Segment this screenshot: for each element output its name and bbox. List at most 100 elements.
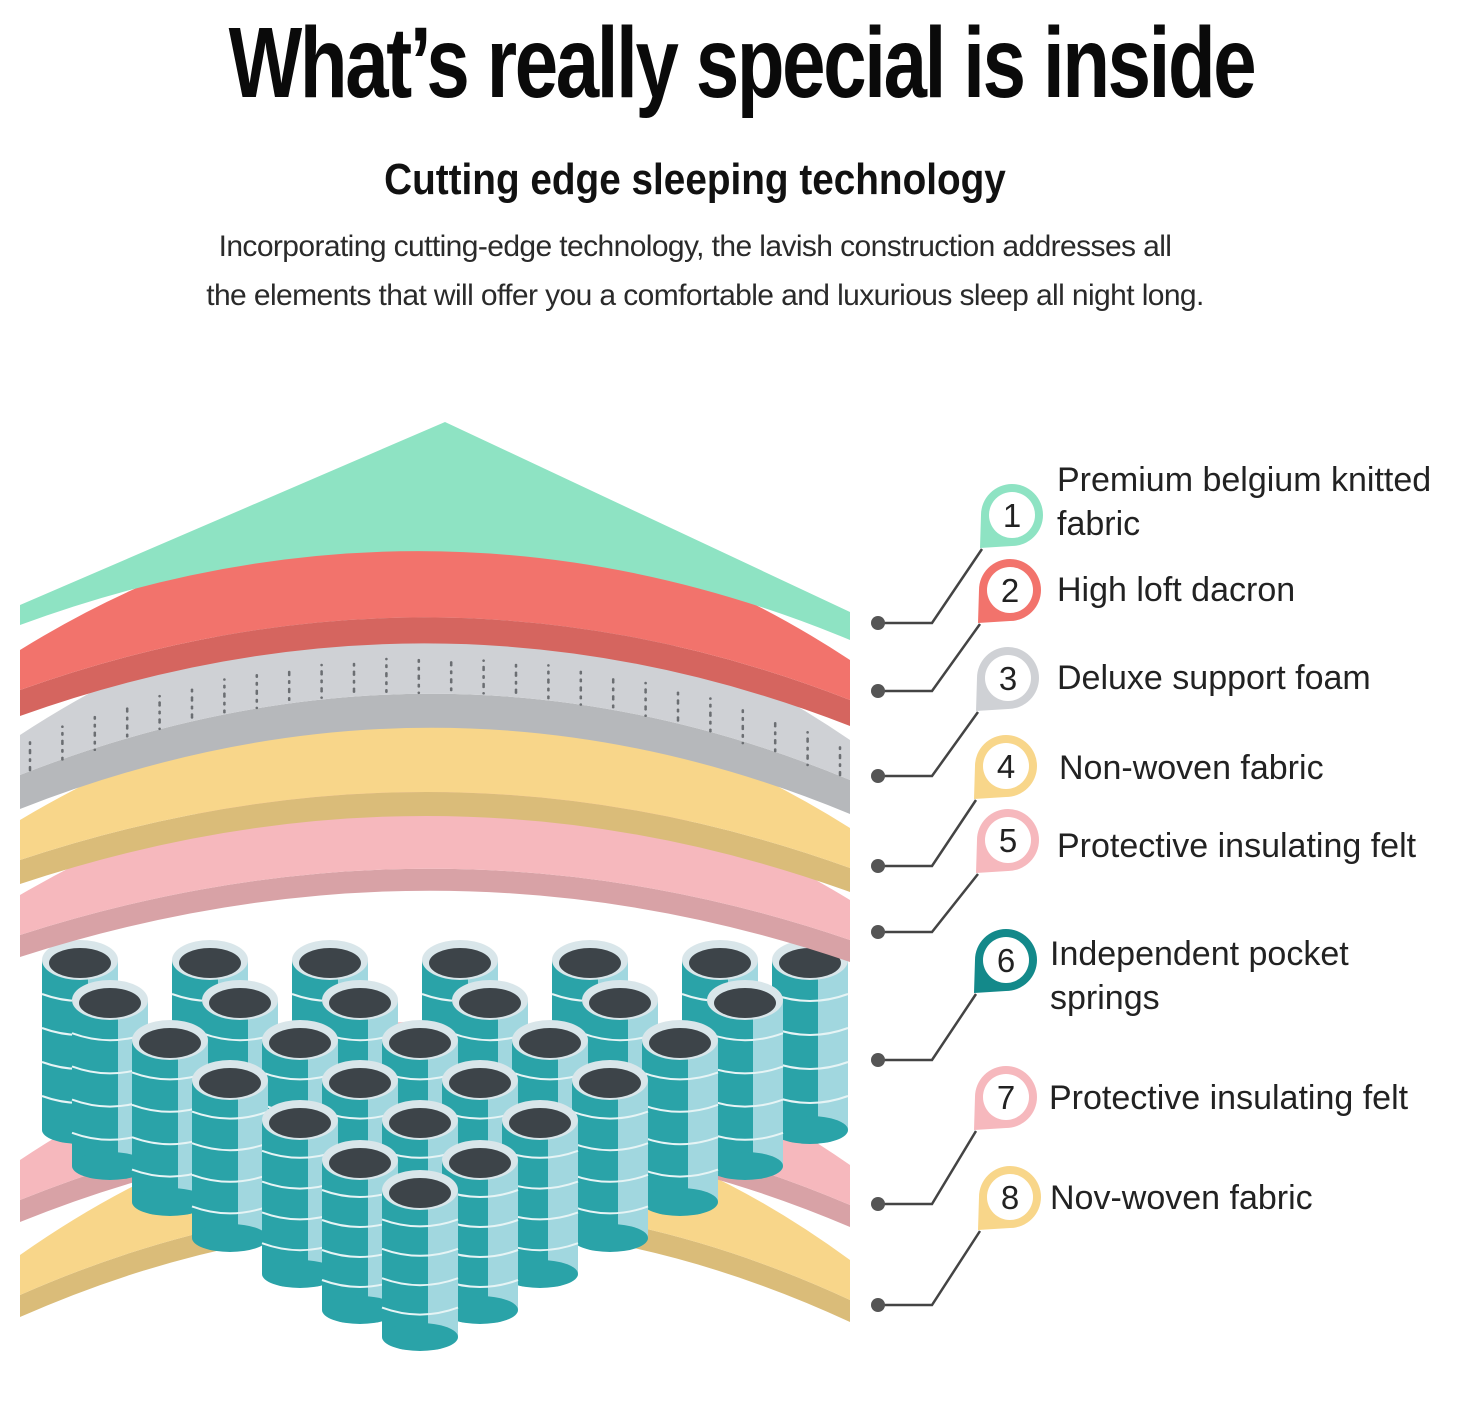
spring-base — [192, 1224, 268, 1252]
spring-ring — [571, 1173, 649, 1183]
foam-dot — [158, 727, 161, 731]
foam-dot — [838, 746, 842, 749]
foam-dot — [190, 705, 194, 709]
callout-1: 1 — [871, 484, 1043, 630]
foam-dot — [676, 716, 680, 719]
foam-dot — [417, 658, 421, 662]
foam-dot — [579, 670, 583, 674]
spring-ring — [641, 1168, 719, 1178]
spring-hole — [779, 948, 841, 978]
foam-dot — [514, 663, 518, 667]
foam-dot — [514, 671, 518, 675]
pin-number: 8 — [1001, 1179, 1019, 1216]
spring-hole — [329, 1148, 391, 1178]
foam-dot — [741, 709, 745, 712]
spring-base — [72, 1152, 148, 1180]
foam-dot — [417, 674, 421, 678]
foam-dot — [385, 657, 388, 661]
foam-dot — [579, 703, 583, 706]
leader-line — [878, 548, 984, 625]
foam-dot — [125, 707, 129, 710]
leader-line — [878, 873, 979, 934]
layer-label: Deluxe support foam — [1057, 659, 1371, 697]
pin-number: 4 — [997, 748, 1015, 785]
foam-dot — [741, 733, 745, 737]
foam-dot — [287, 687, 291, 691]
foam-dot — [514, 680, 518, 684]
foam-dot — [482, 659, 485, 662]
foam-dot — [449, 661, 453, 664]
anchor-dot — [871, 1298, 885, 1312]
foam-dot — [449, 687, 453, 690]
spring-hole — [714, 988, 776, 1018]
foam-dot — [741, 724, 745, 728]
pin-number: 1 — [1003, 497, 1021, 534]
spring — [641, 1020, 719, 1216]
foam-dot — [223, 692, 226, 695]
spring-hole — [329, 988, 391, 1018]
spring-base — [642, 1188, 718, 1216]
foam-dot — [385, 681, 388, 684]
foam-dot — [190, 688, 194, 692]
spring-hole — [449, 1068, 511, 1098]
foam-dot — [352, 662, 356, 666]
page-title: What’s really special is inside — [228, 7, 1257, 119]
foam-dot — [61, 748, 64, 752]
spring-base — [442, 1296, 518, 1324]
foam-dot — [158, 694, 161, 698]
spring-hole — [79, 988, 141, 1018]
spring — [191, 1060, 269, 1252]
foam-dot — [61, 731, 64, 735]
foam-dot — [806, 746, 809, 750]
foam-dot — [287, 697, 291, 700]
spring — [441, 1140, 519, 1324]
spring-hole — [389, 1108, 451, 1138]
foam-dot — [287, 680, 291, 683]
foam-dot — [482, 682, 485, 686]
foam-dot — [806, 763, 809, 767]
pin-number: 3 — [999, 660, 1017, 697]
spring-ring — [381, 1218, 459, 1228]
leader-line — [878, 623, 982, 693]
foam-dot — [838, 770, 842, 774]
pin-number: 2 — [1001, 572, 1019, 609]
spring-hole — [389, 1178, 451, 1208]
foam-dot — [547, 687, 550, 691]
anchor-dot — [871, 769, 885, 783]
foam-dot — [223, 709, 226, 712]
pin-inner — [989, 492, 1035, 538]
spring-ring — [191, 1173, 269, 1183]
layer-label: Premium belgium knitted — [1057, 461, 1432, 499]
pin-inner — [985, 817, 1031, 863]
spring — [381, 1170, 459, 1351]
spring-ring — [641, 1103, 719, 1113]
foam-dot — [773, 722, 777, 725]
spring-base — [262, 1260, 338, 1288]
foam-dot — [93, 748, 97, 752]
layer-label: Independent pocket — [1050, 935, 1349, 973]
foam-dot — [287, 670, 291, 674]
foam-dot — [644, 681, 647, 685]
foam-dot — [28, 765, 32, 769]
spring-hole — [209, 988, 271, 1018]
foam-dot — [806, 737, 809, 741]
foam-dot — [190, 713, 194, 716]
spring-ring — [191, 1142, 269, 1152]
foam-dot — [320, 679, 323, 682]
foam-dot — [223, 684, 226, 688]
spring-base — [502, 1260, 578, 1288]
spring-ring — [641, 1136, 719, 1146]
foam-dot — [158, 718, 161, 721]
foam-dot — [61, 756, 64, 760]
spring-base — [772, 1116, 848, 1144]
foam-dot — [255, 706, 259, 710]
pin-inner — [987, 567, 1033, 613]
spring-hole — [389, 1028, 451, 1058]
foam-dot — [709, 728, 712, 732]
spring-ring — [381, 1306, 459, 1316]
foam-dot — [417, 683, 421, 687]
foam-dot — [255, 698, 259, 702]
foam-dot — [579, 695, 583, 699]
spring-hole — [269, 1028, 331, 1058]
foam-dot — [93, 731, 97, 735]
